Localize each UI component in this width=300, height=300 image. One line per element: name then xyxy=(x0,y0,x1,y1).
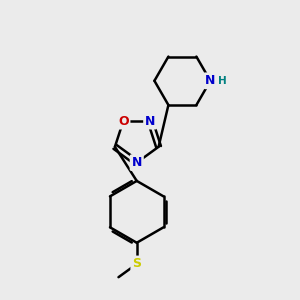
Text: H: H xyxy=(218,76,227,86)
Text: S: S xyxy=(132,257,141,271)
Text: O: O xyxy=(118,115,129,128)
Text: N: N xyxy=(145,115,155,128)
Text: N: N xyxy=(205,74,215,87)
Text: N: N xyxy=(132,156,142,169)
